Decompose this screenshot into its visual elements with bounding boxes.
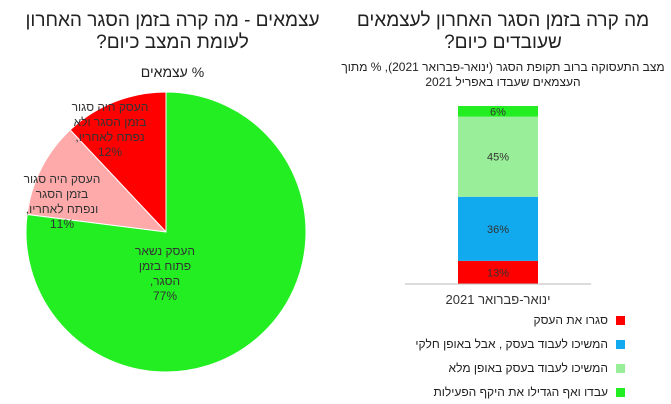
x-axis-tick-label: ינואר-פברואר 2021 — [446, 292, 551, 307]
pie-chart-subtitle: % עצמאים — [140, 64, 205, 80]
pie-chart-title: עצמאים - מה קרה בזמן הסגר האחרון לעומת ה… — [25, 10, 320, 53]
bar-chart-title: מה קרה בזמן הסגר האחרון לעצמאים שעובדים … — [356, 10, 650, 53]
legend-swatch — [616, 315, 625, 325]
legend-label: המשיכו לעבוד בעסק , אבל באופן חלקי — [415, 337, 608, 351]
pie-chart: העסק נשאר פתוח בזמן הסגר, 77% העסק היה סגור ב… — [24, 91, 307, 373]
bar-segment — [458, 260, 538, 284]
pie-slice — [25, 91, 307, 373]
legend-swatch — [616, 339, 625, 349]
legend-swatch — [616, 363, 625, 373]
legend-item: סגרו את העסק — [375, 308, 625, 332]
pie-slice-label: העסק היה סגור בזמן הסגר ונפתח לאחריו, 11% — [24, 172, 101, 231]
pie-slice-label: העסק היה סגור בזמן הסגר ולא נפתח לאחריו, 12… — [72, 100, 149, 159]
stacked-bar-chart: 13% 36% 45% 6% ינואר-פברואר 2021 — [405, 106, 591, 307]
bar-segment — [458, 106, 538, 117]
bar-chart-panel: מה קרה בזמן הסגר האחרון לעצמאים שעובדים … — [335, 0, 671, 404]
legend-label: המשיכו לעבוד בעסק באופן מלא — [448, 361, 608, 375]
legend-item: המשיכו לעבוד בעסק , אבל באופן חלקי — [375, 332, 625, 356]
legend-item: המשיכו לעבוד בעסק באופן מלא — [375, 356, 625, 380]
pie-slice — [69, 91, 167, 234]
bar-segment-label: 13% — [487, 267, 509, 279]
pie-slice-label: העסק נשאר פתוח בזמן הסגר, 77% — [135, 244, 195, 303]
legend-item: עבדו ואף הגדילו את היקף הפעילות — [375, 380, 625, 404]
pie-slice — [26, 129, 168, 233]
legend-swatch — [616, 387, 625, 397]
bar-chart-legend: סגרו את העסק המשיכו לעבוד בעסק , אבל באופ… — [375, 308, 625, 404]
legend-label: סגרו את העסק — [533, 313, 608, 327]
legend-label: עבדו ואף הגדילו את היקף הפעילות — [433, 385, 608, 399]
bar-segment-label: 6% — [490, 106, 506, 118]
bar-segment — [458, 196, 538, 261]
bar-chart-subtitle: מצב התעסוקה ברוב תקופת הסגר (ינואר-פברוא… — [341, 60, 665, 89]
pie-chart-panel: עצמאים - מה קרה בזמן הסגר האחרון לעומת ה… — [0, 0, 335, 404]
bar-segment-label: 36% — [487, 224, 509, 236]
bar-segment-label: 45% — [487, 152, 509, 164]
bar-segment — [458, 116, 538, 197]
